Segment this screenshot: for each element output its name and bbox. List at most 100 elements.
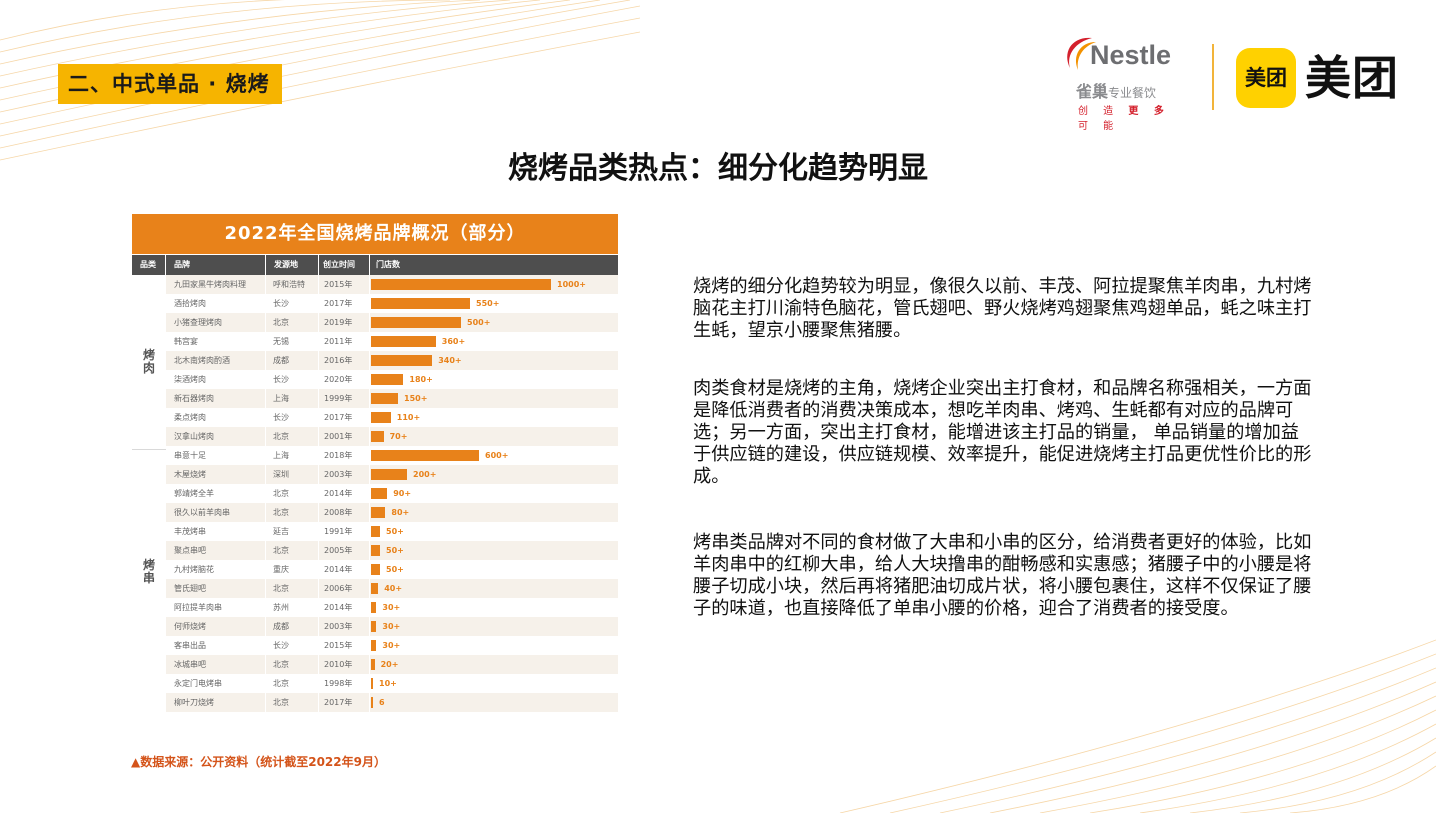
table-row: 木屋烧烤 深圳 2003年 200+ xyxy=(166,465,618,484)
founded-cell: 2008年 xyxy=(324,508,353,517)
origin-cell: 成都 xyxy=(273,622,289,631)
header-category: 品类 xyxy=(140,260,156,269)
store-count-bar xyxy=(371,583,379,594)
nestle-slogan-a: 创 造 xyxy=(1078,106,1129,117)
store-count-label: 70+ xyxy=(389,432,408,441)
origin-cell: 苏州 xyxy=(273,603,289,612)
table-row: 客串出品 长沙 2015年 30+ xyxy=(166,636,618,655)
table-row: 九田家黑牛烤肉料理 呼和浩特 2015年 1000+ xyxy=(166,275,618,294)
store-count-label: 30+ xyxy=(382,641,401,650)
founded-cell: 2014年 xyxy=(324,603,353,612)
store-count-label: 50+ xyxy=(386,527,404,536)
category-char: 肉 xyxy=(142,361,155,375)
store-count-bar xyxy=(371,393,398,404)
store-count-bar xyxy=(371,526,380,537)
brand-cell: 冰城串吧 xyxy=(174,660,206,669)
table-row: 汉拿山烤肉 北京 2001年 70+ xyxy=(166,427,618,446)
table-row: 丰茂烤串 延吉 1991年 50+ xyxy=(166,522,618,541)
table-title: 2022年全国烧烤品牌概况（部分） xyxy=(132,214,618,254)
category-label-grill-meat: 烤肉 xyxy=(132,349,166,375)
brand-cell: 木屋烧烤 xyxy=(174,470,206,479)
brand-cell: 九田家黑牛烤肉料理 xyxy=(174,280,246,289)
source-note: ▲数据来源：公开资料（统计截至2022年9月） xyxy=(131,755,386,769)
store-count-bar xyxy=(371,621,377,632)
store-count-label: 30+ xyxy=(382,603,401,612)
origin-cell: 北京 xyxy=(273,489,289,498)
store-count-label: 340+ xyxy=(438,356,462,365)
store-count-label: 600+ xyxy=(485,451,509,460)
column-separator xyxy=(369,275,370,717)
nestle-wordmark: Nestle xyxy=(1090,40,1172,70)
brand-cell: 新石器烤肉 xyxy=(174,394,214,403)
brand-cell: 聚点串吧 xyxy=(174,546,206,555)
table-row: 冰城串吧 北京 2010年 20+ xyxy=(166,655,618,674)
store-count-label: 500+ xyxy=(467,318,491,327)
brand-cell: 柔点烤肉 xyxy=(174,413,206,422)
page-title: 烧烤品类热点：细分化趋势明显 xyxy=(508,151,928,186)
brand-cell: 何师烧烤 xyxy=(174,622,206,631)
store-count-label: 360+ xyxy=(441,337,466,346)
store-count-label: 1000+ xyxy=(557,280,586,289)
nestle-swirl-icon xyxy=(1067,37,1096,70)
header-separator xyxy=(369,255,370,275)
origin-cell: 长沙 xyxy=(273,413,289,422)
table-row: 阿拉提羊肉串 苏州 2014年 30+ xyxy=(166,598,618,617)
brand-cell: 柒酒烤肉 xyxy=(174,375,206,384)
store-count-bar xyxy=(371,488,388,499)
store-count-bar xyxy=(371,507,386,518)
nestle-cn-tail: 专业餐饮 xyxy=(1108,86,1157,100)
origin-cell: 北京 xyxy=(273,546,289,555)
founded-cell: 2017年 xyxy=(324,413,353,422)
store-count-label: 10+ xyxy=(379,679,397,688)
origin-cell: 北京 xyxy=(273,432,289,441)
store-count-label: 30+ xyxy=(382,622,401,631)
origin-cell: 北京 xyxy=(273,679,289,688)
origin-cell: 北京 xyxy=(273,660,289,669)
founded-cell: 2011年 xyxy=(324,337,353,346)
brand-cell: 客串出品 xyxy=(174,641,206,650)
store-count-label: 40+ xyxy=(384,584,403,593)
origin-cell: 北京 xyxy=(273,584,289,593)
founded-cell: 2016年 xyxy=(324,356,353,365)
table-row: 柳叶刀烧烤 北京 2017年 6 xyxy=(166,693,618,712)
store-count-label: 50+ xyxy=(386,565,404,574)
founded-cell: 2017年 xyxy=(324,299,353,308)
store-count-label: 180+ xyxy=(409,375,433,384)
founded-cell: 1991年 xyxy=(324,527,353,536)
founded-cell: 2001年 xyxy=(324,432,353,441)
origin-cell: 呼和浩特 xyxy=(273,280,305,289)
nestle-slogan-c: 可 能 xyxy=(1078,121,1120,132)
store-count-bar xyxy=(371,640,377,651)
store-count-label: 90+ xyxy=(393,489,412,498)
founded-cell: 1998年 xyxy=(324,679,353,688)
header-brand: 品牌 xyxy=(174,260,190,269)
table-row: 管氏翅吧 北京 2006年 40+ xyxy=(166,579,618,598)
brand-cell: 丰茂烤串 xyxy=(174,527,206,536)
store-count-label: 80+ xyxy=(391,508,410,517)
table-row: 柒酒烤肉 长沙 2020年 180+ xyxy=(166,370,618,389)
brand-cell: 很久以前羊肉串 xyxy=(174,508,230,517)
table-row: 很久以前羊肉串 北京 2008年 80+ xyxy=(166,503,618,522)
origin-cell: 北京 xyxy=(273,508,289,517)
brand-cell: 郭靖烤全羊 xyxy=(174,489,214,498)
table-row: 韩宫宴 无锡 2011年 360+ xyxy=(166,332,618,351)
origin-cell: 成都 xyxy=(273,356,289,365)
brand-cell: 汉拿山烤肉 xyxy=(174,432,214,441)
store-count-label: 150+ xyxy=(404,394,428,403)
store-count-bar xyxy=(371,317,461,328)
meituan-badge-logo: 美团 xyxy=(1236,48,1296,108)
founded-cell: 2010年 xyxy=(324,660,353,669)
store-count-bar xyxy=(371,697,373,708)
brand-cell: 阿拉提羊肉串 xyxy=(174,603,222,612)
founded-cell: 2017年 xyxy=(324,698,353,707)
column-separator xyxy=(265,275,266,717)
store-count-bar xyxy=(371,545,380,556)
store-count-bar xyxy=(371,374,404,385)
brand-cell: 小猪查理烤肉 xyxy=(174,318,222,327)
brand-cell: 永定门电烤串 xyxy=(174,679,222,688)
category-char: 烤 xyxy=(142,558,155,572)
paragraph-2: 肉类食材是烧烤的主角，烧烤企业突出主打食材，和品牌名称强相关，一方面是降低消费者… xyxy=(693,378,1312,487)
store-count-bar xyxy=(371,279,551,290)
table-row: 柔点烤肉 长沙 2017年 110+ xyxy=(166,408,618,427)
founded-cell: 2018年 xyxy=(324,451,353,460)
